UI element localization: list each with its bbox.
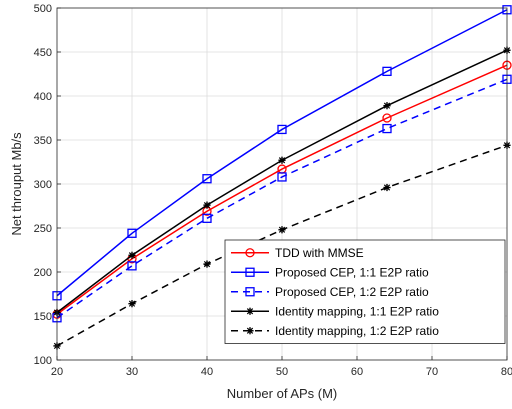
y-tick-label: 150 bbox=[34, 311, 52, 323]
legend-marker bbox=[245, 287, 255, 297]
legend-entry: TDD with MMSE bbox=[231, 246, 364, 260]
legend-label: TDD with MMSE bbox=[275, 246, 364, 260]
series-line bbox=[56, 78, 508, 319]
x-tick-label: 80 bbox=[501, 366, 512, 378]
x-tick-label: 70 bbox=[426, 366, 438, 378]
x-tick-label: 20 bbox=[51, 366, 63, 378]
data-point bbox=[127, 228, 137, 238]
series-line bbox=[56, 9, 508, 297]
data-point bbox=[277, 124, 287, 135]
y-tick-label: 400 bbox=[34, 91, 52, 103]
y-tick-label: 450 bbox=[34, 47, 52, 59]
legend-marker bbox=[245, 267, 255, 277]
data-point bbox=[383, 183, 391, 192]
tick-labels: 20 30 40 50 60 70 80 100 150 200 250 300 350 400 450 50… bbox=[34, 3, 512, 378]
y-tick-label: 350 bbox=[34, 135, 52, 147]
series-line bbox=[56, 144, 508, 347]
legend-marker bbox=[246, 327, 254, 335]
data-point bbox=[278, 156, 286, 164]
y-tick-label: 100 bbox=[34, 355, 52, 367]
series-layer bbox=[52, 5, 512, 350]
series-3 bbox=[52, 74, 512, 323]
legend-entry: Proposed CEP, 1:1 E2P ratio bbox=[231, 265, 429, 279]
legend-label: Identity mapping, 1:1 E2P ratio bbox=[275, 304, 439, 318]
data-point bbox=[382, 123, 392, 134]
series-5 bbox=[53, 141, 511, 350]
data-point bbox=[382, 66, 392, 77]
legend-marker bbox=[245, 248, 255, 258]
data-point bbox=[203, 201, 211, 209]
data-point bbox=[128, 251, 136, 259]
legend-marker bbox=[246, 307, 254, 315]
y-axis-label: Net throuput Mb/s bbox=[9, 132, 24, 236]
legend: TDD with MMSE Proposed CEP, 1:1 E2P ratio… bbox=[224, 239, 506, 344]
y-tick-label: 250 bbox=[34, 223, 52, 235]
y-tick-label: 500 bbox=[34, 3, 52, 15]
x-tick-label: 40 bbox=[201, 366, 213, 378]
legend-label: Proposed CEP, 1:2 E2P ratio bbox=[275, 285, 429, 299]
y-tick-label: 300 bbox=[34, 179, 52, 191]
series-line bbox=[56, 49, 508, 314]
legend-entry: Identity mapping, 1:2 E2P ratio bbox=[231, 324, 439, 338]
data-point bbox=[278, 226, 286, 234]
data-point bbox=[382, 113, 392, 123]
legend-label: Identity mapping, 1:2 E2P ratio bbox=[275, 324, 439, 338]
y-tick-label: 200 bbox=[34, 267, 52, 279]
x-tick-label: 60 bbox=[351, 366, 363, 378]
legend-label: Proposed CEP, 1:1 E2P ratio bbox=[275, 265, 429, 279]
data-point bbox=[127, 261, 137, 271]
legend-entry: Proposed CEP, 1:2 E2P ratio bbox=[231, 285, 429, 299]
data-point bbox=[203, 260, 211, 268]
series-line bbox=[56, 64, 508, 315]
data-point bbox=[202, 213, 212, 223]
x-axis-label: Number of APs (M) bbox=[227, 386, 338, 401]
x-tick-label: 30 bbox=[126, 366, 138, 378]
data-point bbox=[277, 172, 287, 182]
grid bbox=[57, 8, 507, 360]
data-point bbox=[202, 174, 212, 184]
legend-entry: Identity mapping, 1:1 E2P ratio bbox=[231, 304, 439, 318]
data-point bbox=[128, 300, 136, 308]
legend-box bbox=[224, 239, 506, 344]
x-tick-label: 50 bbox=[276, 366, 288, 378]
data-point bbox=[383, 102, 391, 110]
